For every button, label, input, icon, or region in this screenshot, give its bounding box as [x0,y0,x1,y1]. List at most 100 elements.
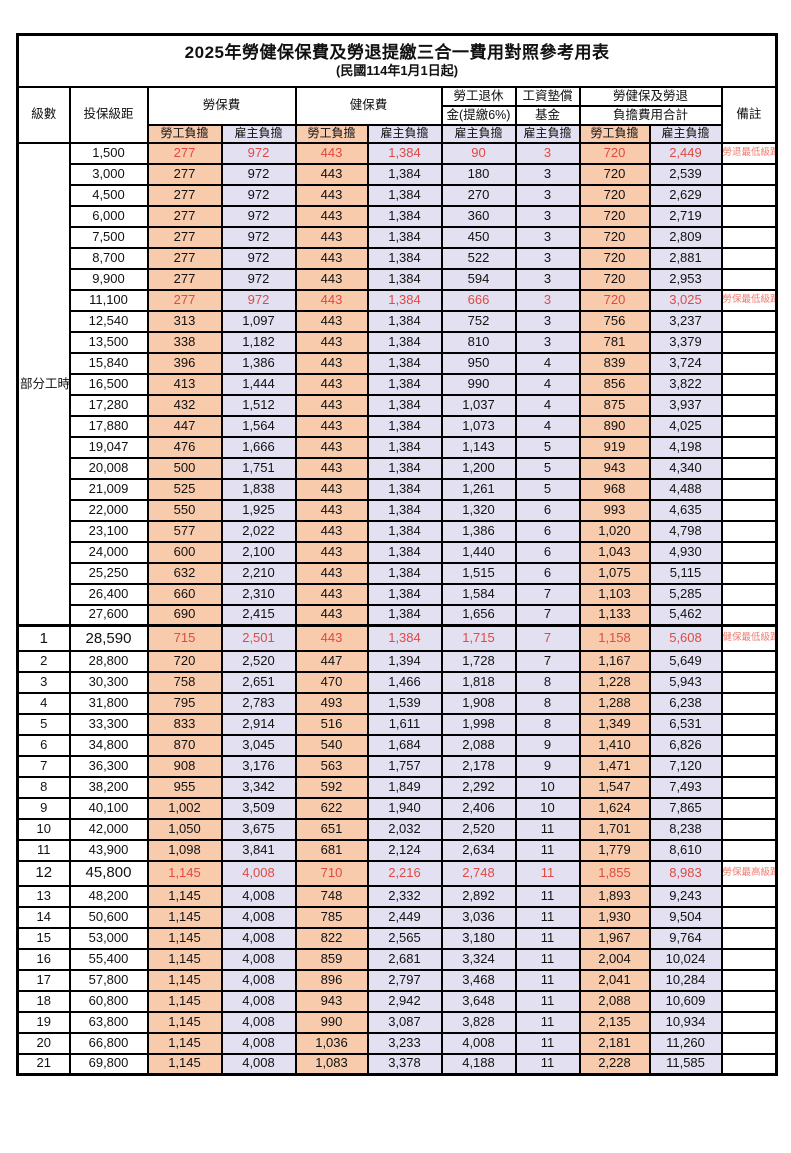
bracket-cell: 17,280 [68,393,149,417]
bracket-cell: 16,500 [68,372,149,396]
wage-fund-employer-cell: 11 [514,926,581,950]
remark-cell [720,733,778,757]
bracket-cell: 19,047 [68,435,149,459]
labor-employer-cell: 3,841 [220,838,297,862]
table-body: 部分工時 1,500 277 972 443 1,384 90 3 720 2,449 勞退最低級距… [16,141,778,1076]
combined-employee-cell: 943 [578,456,651,480]
labor-employee-cell: 1,145 [146,989,223,1013]
labor-employee-cell: 550 [146,498,223,522]
wage-fund-employer-cell: 7 [514,624,581,652]
table-row: 6 34,800 870 3,045 540 1,684 2,088 9 1,410 6,826 [16,733,778,757]
combined-employer-cell: 6,238 [648,691,723,715]
pension-employer-cell: 1,200 [440,456,517,480]
wage-fund-employer-cell: 11 [514,905,581,929]
combined-employee-cell: 720 [578,246,651,270]
wage-fund-employer-cell: 7 [514,649,581,673]
pension-employer-cell: 2,406 [440,796,517,820]
labor-employer-cell: 972 [220,225,297,249]
health-employer-cell: 2,032 [366,817,443,841]
labor-employer-cell: 972 [220,246,297,270]
table-row: 20 66,800 1,145 4,008 1,036 3,233 4,008 11 2,181… [16,1031,778,1055]
wage-fund-employer-cell: 4 [514,372,581,396]
health-employee-cell: 651 [294,817,369,841]
subheader-health-employee: 勞工負擔 [294,123,369,144]
remark-cell [720,947,778,971]
health-employee-cell: 1,083 [294,1052,369,1076]
combined-employer-cell: 3,379 [648,330,723,354]
wage-fund-employer-cell: 11 [514,838,581,862]
pension-employer-cell: 450 [440,225,517,249]
health-employee-cell: 1,036 [294,1031,369,1055]
remark-cell [720,393,778,417]
wage-fund-employer-cell: 11 [514,968,581,992]
table-row: 24,000 600 2,100 443 1,384 1,440 6 1,043 4,930 [18,540,778,564]
bracket-cell: 26,400 [68,582,149,606]
health-employer-cell: 2,681 [366,947,443,971]
wage-fund-employer-cell: 11 [514,817,581,841]
table-row: 17 57,800 1,145 4,008 896 2,797 3,468 11 2,041 10… [16,968,778,992]
remark-cell [720,582,778,606]
labor-employer-cell: 1,564 [220,414,297,438]
health-employer-cell: 1,384 [366,456,443,480]
table-row: 10 42,000 1,050 3,675 651 2,032 2,520 11 1,701 8,… [16,817,778,841]
bracket-cell: 25,250 [68,561,149,585]
pension-employer-cell: 594 [440,267,517,291]
bracket-cell: 50,600 [68,905,149,929]
combined-employer-cell: 3,724 [648,351,723,375]
combined-employer-cell: 5,285 [648,582,723,606]
pension-employer-cell: 1,715 [440,624,517,652]
wage-fund-employer-cell: 3 [514,330,581,354]
pension-employer-cell: 4,008 [440,1031,517,1055]
labor-employer-cell: 2,520 [220,649,297,673]
wage-fund-employer-cell: 9 [514,754,581,778]
pension-employer-cell: 2,892 [440,884,517,908]
combined-employer-cell: 9,243 [648,884,723,908]
health-employee-cell: 443 [294,582,369,606]
health-employer-cell: 1,940 [366,796,443,820]
level-cell: 5 [16,712,71,736]
labor-employee-cell: 277 [146,246,223,270]
level-cell: 15 [16,926,71,950]
pension-employer-cell: 360 [440,204,517,228]
remark-cell [720,1052,778,1076]
wage-fund-employer-cell: 6 [514,540,581,564]
table-row: 27,600 690 2,415 443 1,384 1,656 7 1,133 5,462 [18,603,778,627]
col-header-level: 級數 [16,85,71,144]
wage-fund-employer-cell: 6 [514,519,581,543]
bracket-cell: 4,500 [68,183,149,207]
table-row: 14 50,600 1,145 4,008 785 2,449 3,036 11 1,930 9,… [16,905,778,929]
health-employee-cell: 470 [294,670,369,694]
health-employee-cell: 710 [294,859,369,887]
level-cell: 16 [16,947,71,971]
combined-employee-cell: 890 [578,414,651,438]
pension-employer-cell: 1,261 [440,477,517,501]
health-employer-cell: 1,394 [366,649,443,673]
remark-cell [720,540,778,564]
level-cell: 21 [16,1052,71,1076]
level-cell: 20 [16,1031,71,1055]
table-row: 13,500 338 1,182 443 1,384 810 3 781 3,379 [18,330,778,354]
health-employer-cell: 1,384 [366,225,443,249]
labor-employee-cell: 660 [146,582,223,606]
bracket-cell: 31,800 [68,691,149,715]
combined-employer-cell: 3,822 [648,372,723,396]
header-row-2: 金(提繳6%) 基金 負擔費用合計 [18,104,777,126]
combined-employee-cell: 919 [578,435,651,459]
labor-employee-cell: 1,145 [146,905,223,929]
combined-employer-cell: 2,539 [648,162,723,186]
health-employee-cell: 990 [294,1010,369,1034]
pension-employer-cell: 1,320 [440,498,517,522]
wage-fund-employer-cell: 3 [514,141,581,165]
labor-employer-cell: 4,008 [220,905,297,929]
health-employer-cell: 1,384 [366,477,443,501]
level-cell: 8 [16,775,71,799]
table-row: 12 45,800 1,145 4,008 710 2,216 2,748 11 1,855 8,… [16,859,778,887]
labor-employer-cell: 1,925 [220,498,297,522]
labor-employer-cell: 4,008 [220,1031,297,1055]
wage-fund-employer-cell: 3 [514,309,581,333]
bracket-cell: 15,840 [68,351,149,375]
pension-employer-cell: 3,036 [440,905,517,929]
labor-employee-cell: 500 [146,456,223,480]
combined-employee-cell: 2,041 [578,968,651,992]
level-cell: 13 [16,884,71,908]
